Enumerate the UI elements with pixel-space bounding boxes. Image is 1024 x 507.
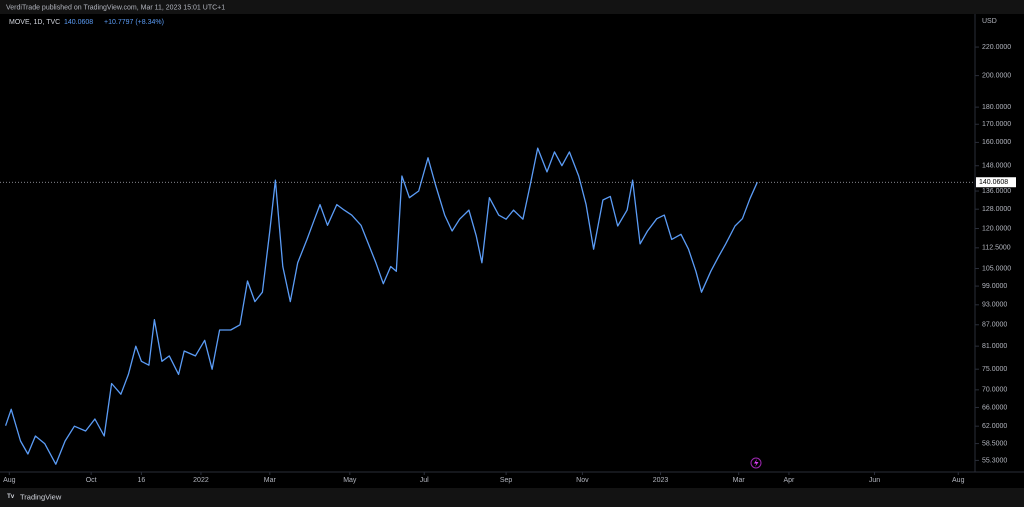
y-tick-label: 148.0000 [982, 163, 1011, 170]
y-tick-label: 220.0000 [982, 44, 1011, 51]
x-tick-label: Mar [733, 477, 746, 484]
x-tick-label: Nov [576, 477, 589, 484]
y-tick-label: 75.0000 [982, 366, 1007, 373]
y-tick-label: 170.0000 [982, 121, 1011, 128]
brand: TradingView [20, 492, 62, 501]
change: +10.7797 (+8.34%) [104, 19, 164, 26]
x-tick-label: 2023 [653, 477, 669, 484]
header-bar [0, 0, 1024, 14]
x-tick-label: 2022 [193, 477, 209, 484]
legend-value: 140.0608 [64, 19, 93, 26]
y-tick-label: 58.5000 [982, 440, 1007, 447]
y-tick-label: 70.0000 [982, 387, 1007, 394]
x-tick-label: 16 [138, 477, 146, 484]
event-icon[interactable] [750, 457, 762, 469]
x-tick-label: Sep [500, 477, 513, 484]
y-tick-label: 200.0000 [982, 72, 1011, 79]
y-tick-label: 66.0000 [982, 404, 1007, 411]
symbol: MOVE, 1D, TVC [9, 19, 60, 26]
y-tick-label: 105.0000 [982, 265, 1011, 272]
x-tick-label: Apr [783, 477, 795, 484]
x-tick-label: Jun [869, 477, 880, 484]
y-tick-label: 55.3000 [982, 457, 1007, 464]
y-tick-label: 81.0000 [982, 343, 1007, 350]
y-tick-label: 180.0000 [982, 104, 1011, 111]
x-tick-label: Oct [86, 477, 97, 484]
y-tick-label: 87.0000 [982, 322, 1007, 329]
y-tick-label: 112.5000 [982, 245, 1011, 252]
y-tick-label: 120.0000 [982, 225, 1011, 232]
y-tick-label: 128.0000 [982, 206, 1011, 213]
y-tick-label: 62.0000 [982, 423, 1007, 430]
publish-info: VerdiTrade published on TradingView.com,… [6, 4, 225, 11]
x-tick-label: Jul [420, 477, 429, 484]
y-tick-label: 160.0000 [982, 139, 1011, 146]
price-line [4, 147, 758, 465]
brand-logo: ᵀᵛ [7, 492, 15, 502]
y-tick-label: 99.0000 [982, 283, 1007, 290]
x-tick-label: Mar [264, 477, 277, 484]
y-tick-label: 93.0000 [982, 302, 1007, 309]
event-icon-bolt [754, 459, 759, 467]
y-axis-label: USD [982, 18, 997, 25]
y-tick-label: 136.0000 [982, 188, 1011, 195]
x-tick-label: Aug [952, 477, 965, 484]
last-price-label: 140.0608 [979, 179, 1008, 186]
x-tick-label: May [343, 477, 357, 484]
x-tick-label: Aug [3, 477, 16, 484]
footer-bar [0, 488, 1024, 507]
last-price-box [976, 177, 1016, 188]
